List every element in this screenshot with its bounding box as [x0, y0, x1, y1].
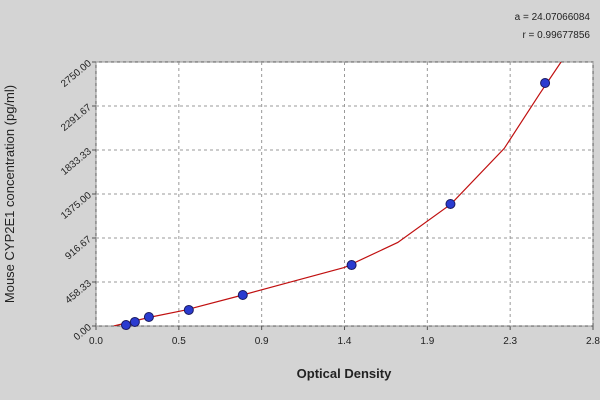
x-tick-label: 2.8 [586, 336, 600, 347]
annotation: r = 0.99677856 [522, 30, 590, 41]
x-tick-label: 2.3 [503, 336, 517, 347]
x-axis-label: Optical Density [297, 366, 392, 381]
data-point [183, 304, 194, 315]
data-point [237, 289, 248, 300]
data-point [445, 198, 456, 209]
data-point [143, 311, 154, 322]
data-point [540, 78, 551, 89]
data-point [346, 260, 357, 271]
x-tick-label: 0.9 [255, 336, 269, 347]
fit-curve [113, 62, 562, 326]
x-tick-label: 1.4 [338, 336, 352, 347]
x-tick-label: 0.5 [172, 336, 186, 347]
data-point [120, 320, 131, 331]
y-axis-label: Mouse CYP2E1 concentration (pg/ml) [2, 85, 17, 303]
data-point [129, 316, 140, 327]
x-tick-label: 1.9 [420, 336, 434, 347]
x-tick-label: 0.0 [89, 336, 103, 347]
annotation: a = 24.07066084 [515, 12, 591, 23]
